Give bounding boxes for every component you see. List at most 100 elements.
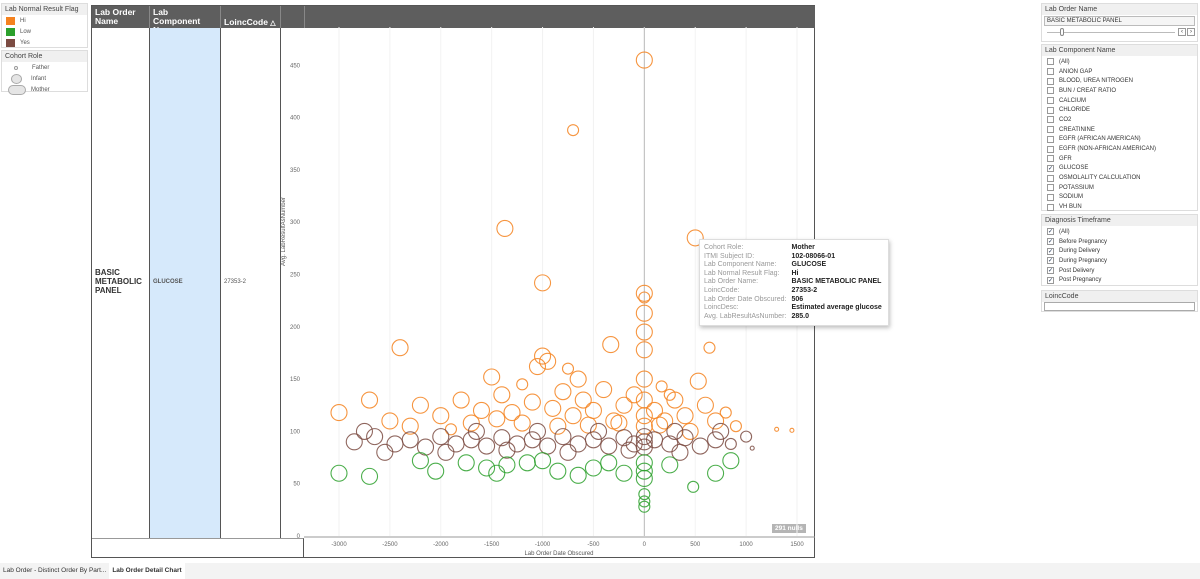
- legend-title: Lab Normal Result Flag: [2, 4, 87, 15]
- nulls-badge[interactable]: 291 nulls: [772, 524, 806, 533]
- filter-option[interactable]: CHLORIDE: [1042, 105, 1197, 115]
- filter-title: Diagnosis Timeframe: [1042, 215, 1197, 226]
- filter-option[interactable]: OSMOLALITY CALCULATION: [1042, 173, 1197, 183]
- tooltip-key: ITMI Subject ID:: [704, 252, 755, 260]
- option-label: CHLORIDE: [1059, 107, 1091, 114]
- header-lab-order-name[interactable]: Lab Order Name: [92, 6, 150, 28]
- filter-title: Lab Order Name: [1042, 4, 1197, 15]
- checkbox[interactable]: [1047, 68, 1054, 76]
- checkbox[interactable]: [1047, 203, 1054, 211]
- tooltip-value: Estimated average glucose: [791, 304, 882, 312]
- medium-circle-icon: [11, 73, 22, 84]
- checkbox[interactable]: [1047, 77, 1054, 85]
- order-slider[interactable]: ‹ ›: [1042, 27, 1197, 37]
- checkbox[interactable]: [1047, 145, 1054, 153]
- filter-option[interactable]: EGFR (NON-AFRICAN AMERICAN): [1042, 144, 1197, 154]
- axis-corner: [92, 538, 304, 558]
- legend-item-yes[interactable]: Yes: [2, 37, 87, 48]
- tooltip-key: Lab Order Name:: [704, 278, 759, 286]
- filter-option[interactable]: CO2: [1042, 115, 1197, 125]
- filter-title: Lab Component Name: [1042, 45, 1197, 56]
- color-swatch: [6, 16, 15, 25]
- tooltip-key: Lab Normal Result Flag:: [704, 269, 780, 277]
- filter-option[interactable]: CREATININE: [1042, 125, 1197, 135]
- checkbox[interactable]: [1047, 155, 1054, 163]
- checkbox[interactable]: [1047, 193, 1054, 201]
- filter-option[interactable]: SODIUM: [1042, 193, 1197, 203]
- loinc-code-input[interactable]: [1044, 302, 1195, 311]
- tooltip-value: Mother: [791, 244, 815, 251]
- filter-option[interactable]: ✓ During Pregnancy: [1042, 256, 1197, 266]
- sort-icon[interactable]: △: [270, 20, 276, 27]
- checkbox[interactable]: [1047, 135, 1054, 143]
- checkbox[interactable]: ✓: [1047, 238, 1054, 246]
- legend-item-mother[interactable]: Mother: [2, 84, 87, 95]
- checkbox[interactable]: [1047, 87, 1054, 95]
- filter-option[interactable]: ✓ (All): [1042, 227, 1197, 237]
- filter-option[interactable]: GFR: [1042, 154, 1197, 164]
- checkbox[interactable]: [1047, 126, 1054, 134]
- checkbox[interactable]: [1047, 58, 1054, 66]
- tooltip-value: 285.0: [791, 312, 810, 320]
- filter-lab-order-name: Lab Order Name BASIC METABOLIC PANEL ‹ ›: [1041, 3, 1198, 42]
- previous-button[interactable]: ‹: [1178, 28, 1186, 36]
- option-label: SODIUM: [1059, 194, 1083, 201]
- legend-label: Father: [32, 64, 50, 71]
- header-lab-component-name[interactable]: Lab Component Name: [150, 6, 221, 35]
- legend-item-father[interactable]: Father: [2, 62, 87, 73]
- checkbox[interactable]: ✓: [1047, 228, 1054, 236]
- legend-label: Hi: [20, 17, 26, 24]
- option-label: BLOOD, UREA NITROGEN: [1059, 78, 1134, 85]
- checkbox[interactable]: ✓: [1047, 257, 1054, 265]
- filter-option[interactable]: CALCIUM: [1042, 96, 1197, 106]
- checkbox[interactable]: [1047, 184, 1054, 192]
- option-label: OSMOLALITY CALCULATION: [1059, 175, 1141, 182]
- checkbox[interactable]: ✓: [1047, 164, 1054, 172]
- slider-thumb[interactable]: [1060, 28, 1064, 36]
- legend-label: Infant: [31, 75, 47, 82]
- sheet-tab[interactable]: Lab Order - Distinct Order By Part...: [3, 567, 107, 574]
- checkbox[interactable]: ✓: [1047, 267, 1054, 275]
- filter-option[interactable]: EGFR (AFRICAN AMERICAN): [1042, 135, 1197, 145]
- option-label: GFR: [1059, 155, 1072, 162]
- header-axis-blank: [281, 6, 305, 28]
- sheet-tabs: Lab Order - Distinct Order By Part... Lab…: [0, 563, 1200, 579]
- header-loinc-code[interactable]: LoincCode △: [221, 6, 281, 28]
- cell-lab-order-name[interactable]: BASIC METABOLIC PANEL: [92, 28, 150, 538]
- filter-option[interactable]: BUN / CREAT RATIO: [1042, 86, 1197, 96]
- legend-item-low[interactable]: Low: [2, 26, 87, 37]
- tooltip-key: Cohort Role:: [704, 244, 744, 251]
- filter-option[interactable]: ANION GAP: [1042, 67, 1197, 77]
- filter-option[interactable]: POTASSIUM: [1042, 183, 1197, 193]
- order-name-field[interactable]: BASIC METABOLIC PANEL: [1044, 16, 1195, 26]
- cell-text: 27353-2: [224, 279, 247, 285]
- filter-option[interactable]: (All): [1042, 57, 1197, 67]
- checkbox[interactable]: ✓: [1047, 276, 1054, 284]
- filter-option[interactable]: ✓ Post Delivery: [1042, 266, 1197, 276]
- cell-lab-component-name[interactable]: GLUCOSE: [150, 28, 221, 538]
- checkbox[interactable]: ✓: [1047, 247, 1054, 255]
- checkbox[interactable]: [1047, 106, 1054, 114]
- color-swatch: [6, 38, 15, 47]
- color-swatch: [6, 27, 15, 36]
- legend-item-hi[interactable]: Hi: [2, 15, 87, 26]
- option-label: EGFR (AFRICAN AMERICAN): [1059, 136, 1141, 143]
- cell-loinc-code[interactable]: 27353-2: [221, 28, 281, 538]
- legend-label: Low: [20, 28, 32, 35]
- filter-option[interactable]: VH BUN: [1042, 202, 1197, 212]
- checkbox[interactable]: [1047, 116, 1054, 124]
- next-button[interactable]: ›: [1187, 28, 1195, 36]
- filter-option[interactable]: ✓ Post Pregnancy: [1042, 275, 1197, 285]
- filter-option[interactable]: BLOOD, UREA NITROGEN: [1042, 76, 1197, 86]
- option-label: BUN / CREAT RATIO: [1059, 87, 1117, 94]
- sheet-tab[interactable]: Lab Order Detail Chart: [109, 563, 185, 579]
- legend-item-infant[interactable]: Infant: [2, 73, 87, 84]
- option-label: CALCIUM: [1059, 97, 1087, 104]
- checkbox[interactable]: [1047, 97, 1054, 105]
- option-label: EGFR (NON-AFRICAN AMERICAN): [1059, 146, 1157, 153]
- filter-option[interactable]: ✓ GLUCOSE: [1042, 164, 1197, 174]
- tooltip: Cohort Role: Mother ITMI Subject ID: 102-08…: [699, 239, 889, 327]
- filter-option[interactable]: ✓ During Delivery: [1042, 246, 1197, 256]
- checkbox[interactable]: [1047, 174, 1054, 182]
- filter-option[interactable]: ✓ Before Pregnancy: [1042, 237, 1197, 247]
